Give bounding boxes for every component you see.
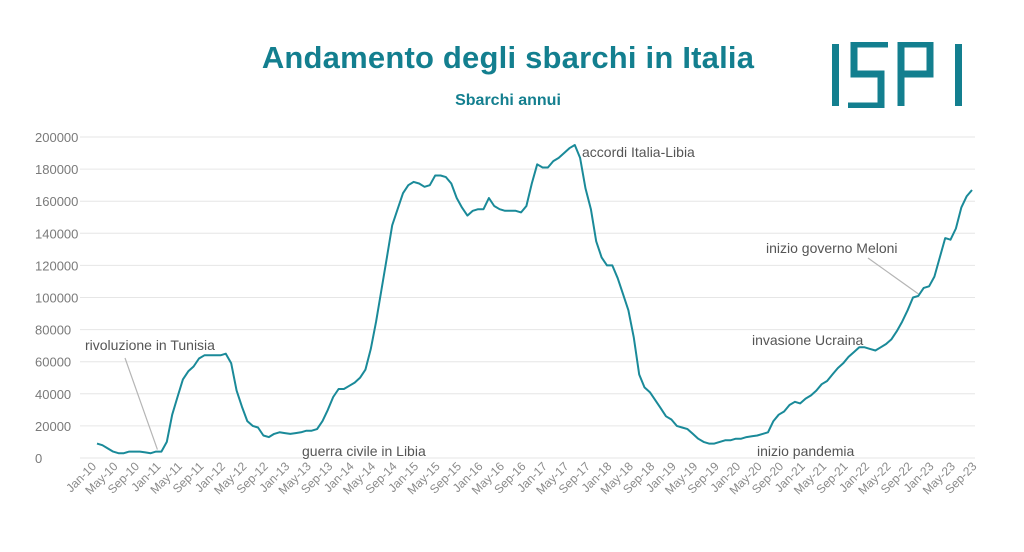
leader-line [124,357,158,450]
y-tick-label: 140000 [35,226,78,241]
y-tick-label: 20000 [35,419,71,434]
annotation-leaders [124,257,919,450]
x-axis-ticks: Jan-10May-10Sep-10Jan-11May-11Sep-11Jan-… [63,459,979,497]
chart-title: Andamento degli sbarchi in Italia [261,40,755,75]
y-tick-label: 100000 [35,291,78,306]
gridlines [80,136,975,459]
annotation-label: inizio pandemia [757,443,854,459]
y-axis-ticks: 0 20000 40000 60000 80000 100000 120000 140000 1… [35,130,78,466]
series-line-sbarchi [96,144,973,455]
y-tick-label: 200000 [35,130,78,145]
annotation-label: guerra civile in Libia [302,443,426,459]
annotation-label: inizio governo Meloni [766,240,898,256]
y-tick-label: 60000 [35,355,71,370]
y-tick-label: 80000 [35,323,71,338]
annotation-label: accordi Italia-Libia [582,144,695,160]
chart-subtitle: Sbarchi annui [455,92,561,109]
y-tick-label: 120000 [35,258,78,273]
annotations: rivoluzione in Tunisia guerra civile in L… [85,144,898,459]
ispi-logo [832,42,962,108]
leader-line [867,257,919,295]
annotation-label: invasione Ucraina [752,332,863,348]
y-tick-label: 160000 [35,194,78,209]
y-tick-label: 0 [35,451,42,466]
y-tick-label: 40000 [35,387,71,402]
y-tick-label: 180000 [35,162,78,177]
annotation-label: rivoluzione in Tunisia [85,337,215,353]
